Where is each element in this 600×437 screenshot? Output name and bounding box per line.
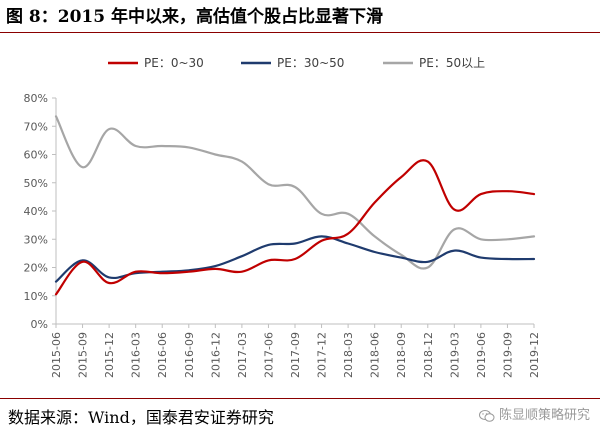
x-tick-label: 2019-03 <box>448 332 461 378</box>
chart-lines <box>54 115 536 296</box>
y-tick-label: 70% <box>24 120 48 133</box>
source-rule <box>0 398 600 399</box>
x-tick-label: 2016-03 <box>130 332 143 378</box>
x-tick-label: 2016-09 <box>183 332 196 378</box>
wechat-icon <box>478 410 495 422</box>
x-tick-label: 2018-12 <box>422 332 435 378</box>
chart-legend: PE：0~30 PE：30~50 PE：50以上 <box>108 56 485 70</box>
y-tick-label: 40% <box>24 205 48 218</box>
x-tick-label: 2017-09 <box>289 332 302 378</box>
source-note: 数据来源：Wind，国泰君安证券研究 <box>8 408 274 427</box>
watermark-text: 陈显顺策略研究 <box>498 408 590 423</box>
y-tick-label: 0% <box>31 318 48 331</box>
series-line-2 <box>54 115 536 270</box>
x-tick-label: 2019-12 <box>528 332 541 378</box>
series-line-0 <box>54 159 536 296</box>
y-tick-label: 20% <box>24 262 48 275</box>
x-tick-label: 2017-12 <box>316 332 329 378</box>
x-tick-label: 2016-06 <box>156 332 169 378</box>
x-tick-label: 2018-09 <box>395 332 408 378</box>
x-tick-label: 2018-06 <box>369 332 382 378</box>
y-tick-label: 30% <box>24 233 48 246</box>
y-tick-label: 50% <box>24 177 48 190</box>
x-tick-label: 2019-09 <box>501 332 514 378</box>
watermark: 陈显顺策略研究 <box>478 404 590 428</box>
line-chart: PE：0~30 PE：30~50 PE：50以上 0% 10% 20% 30% 40% 50%… <box>24 56 541 378</box>
x-tick-label: 2015-12 <box>103 332 116 378</box>
x-tick-label: 2016-12 <box>209 332 222 378</box>
legend-label: PE：30~50 <box>277 56 344 70</box>
x-tick-label: 2017-03 <box>236 332 249 378</box>
title-rule <box>0 32 600 33</box>
x-tick-label: 2017-06 <box>262 332 275 378</box>
chart-axes: 0% 10% 20% 30% 40% 50% 60% 70% 80% 2015-06 2015-09… <box>24 92 541 378</box>
series-line-1 <box>54 235 536 283</box>
legend-label: PE：50以上 <box>419 56 485 70</box>
x-tick-label: 2019-06 <box>475 332 488 378</box>
legend-label: PE：0~30 <box>144 56 204 70</box>
figure-title: 图 8：2015 年中以来，高估值个股占比显著下滑 <box>6 7 383 27</box>
chart-container: PE：0~30 PE：30~50 PE：50以上 0% 10% 20% 30% 40% 50%… <box>0 36 600 396</box>
y-tick-label: 80% <box>24 92 48 105</box>
x-tick-label: 2015-09 <box>77 332 90 378</box>
x-tick-label: 2015-06 <box>50 332 63 378</box>
y-tick-label: 60% <box>24 149 48 162</box>
y-tick-label: 10% <box>24 290 48 303</box>
x-tick-label: 2018-03 <box>342 332 355 378</box>
